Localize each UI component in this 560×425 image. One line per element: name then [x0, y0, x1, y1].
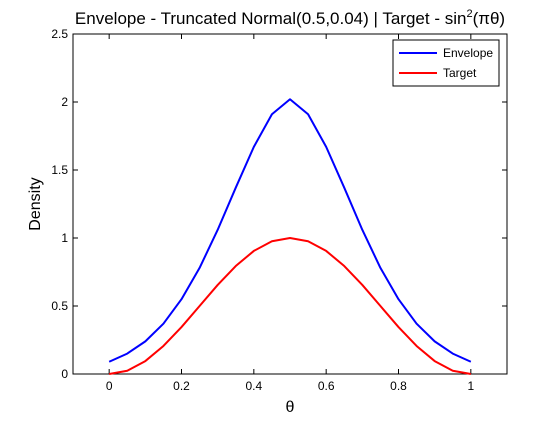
y-tick-label: 1: [61, 231, 68, 245]
y-tick-label: 2.5: [51, 27, 68, 41]
x-tick-label: 0.8: [390, 379, 407, 393]
y-tick-label: 1.5: [51, 163, 68, 177]
y-tick-label: 0: [61, 367, 68, 381]
legend-label-target: Target: [443, 66, 477, 80]
x-tick-label: 0.4: [245, 379, 262, 393]
x-tick-label: 0: [106, 379, 113, 393]
chart-title-main: Envelope - Truncated Normal(0.5,0.04) | …: [75, 9, 467, 28]
x-axis-label: θ: [286, 399, 295, 416]
legend-label-envelope: Envelope: [443, 46, 493, 60]
x-tick-label: 1: [467, 379, 474, 393]
chart-title: Envelope - Truncated Normal(0.5,0.04) | …: [75, 8, 505, 28]
legend: Envelope Target: [393, 40, 499, 86]
x-tick-label: 0.6: [318, 379, 335, 393]
y-axis-label: Density: [27, 177, 44, 230]
chart-title-suffix: (πθ): [473, 9, 506, 28]
x-tick-label: 0.2: [173, 379, 190, 393]
y-tick-label: 0.5: [51, 299, 68, 313]
y-tick-label: 2: [61, 95, 68, 109]
